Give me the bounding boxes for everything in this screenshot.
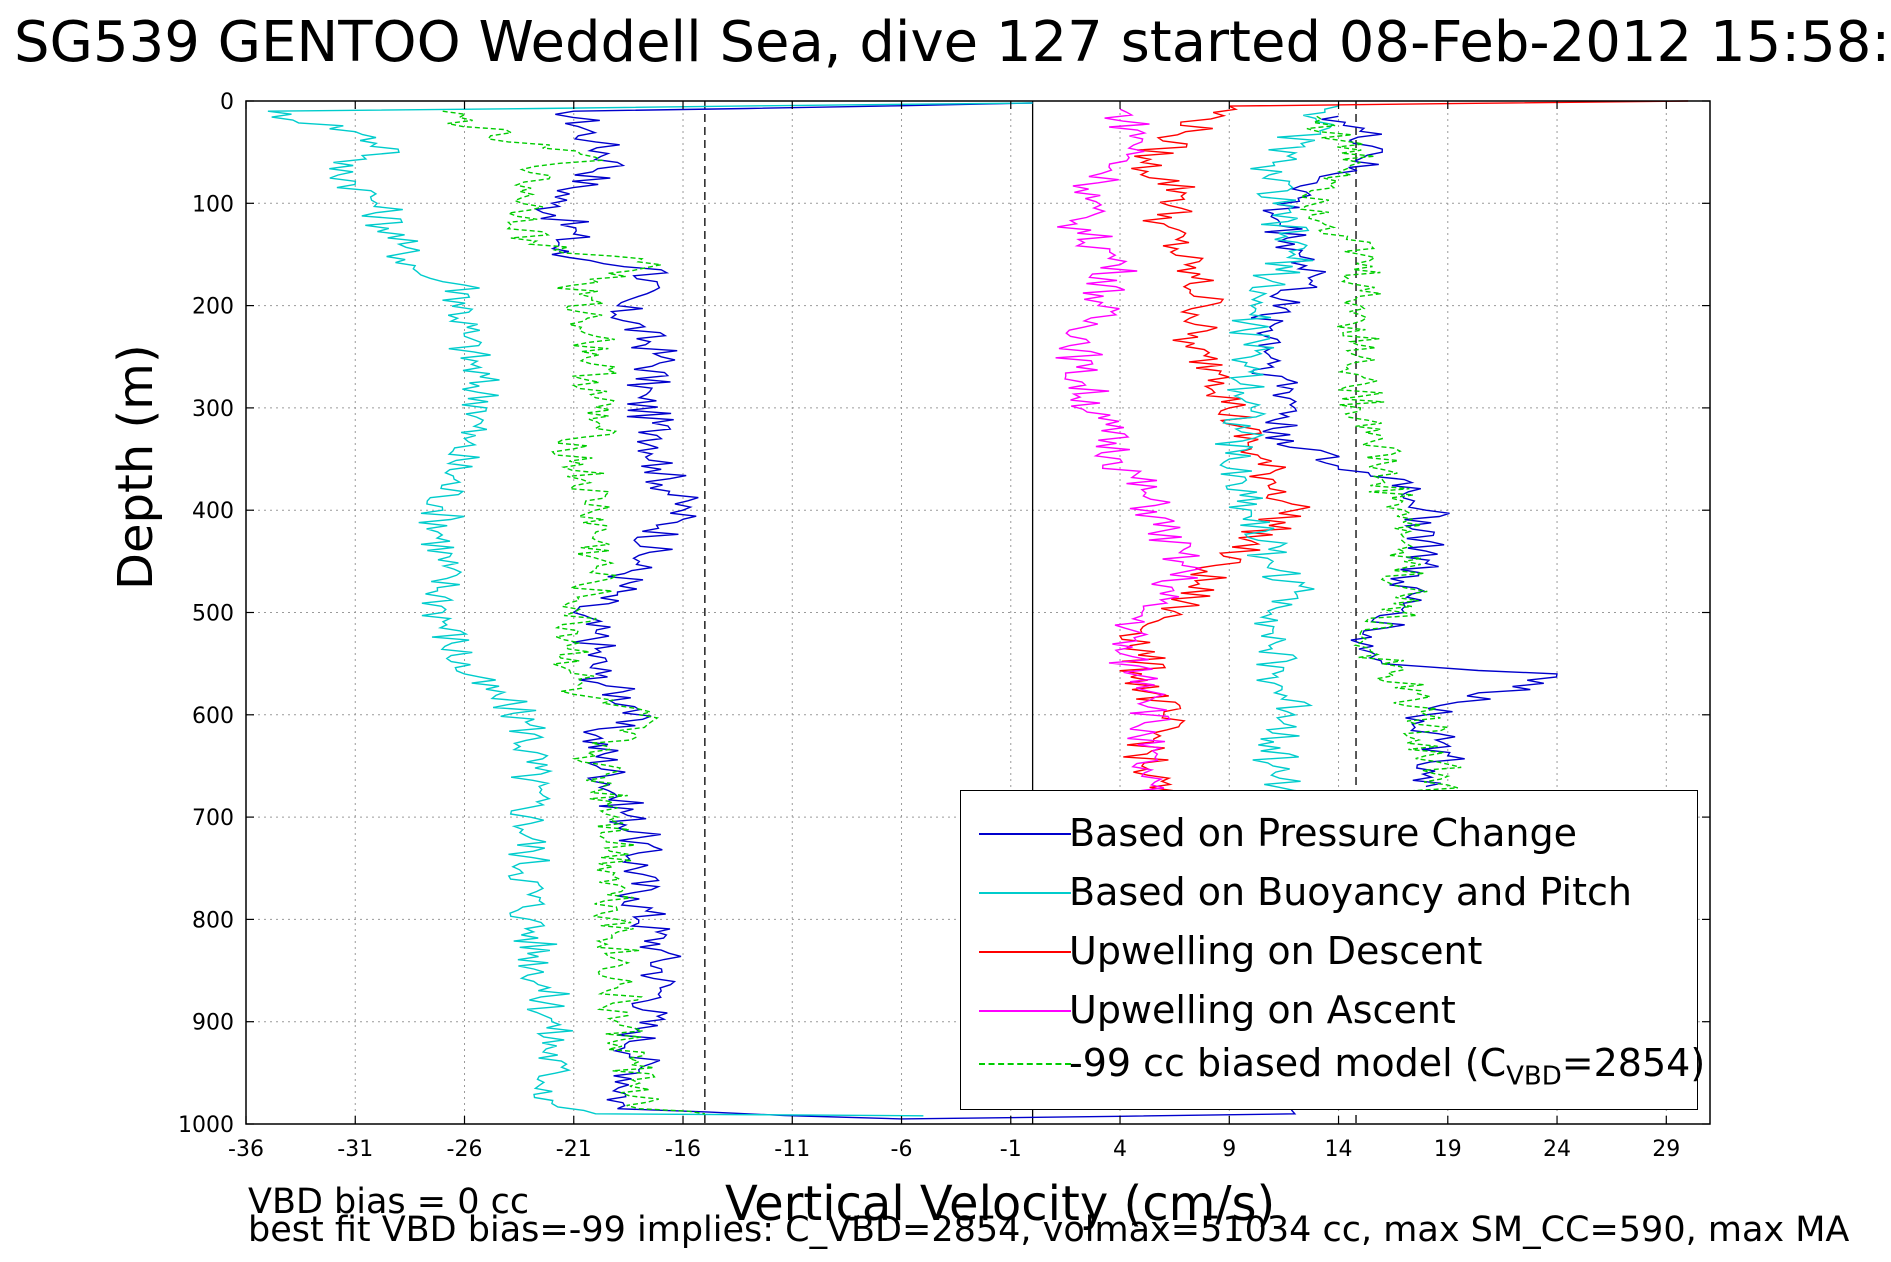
legend-label-biased-model: -99 cc biased model (CVBD=2854) — [1069, 1041, 1706, 1092]
y-axis-label: Depth (m) — [108, 344, 164, 590]
series-line-99-cc-biased-model-c-vbd-2854 — [442, 110, 706, 1115]
y-tick-label: 0 — [220, 90, 234, 115]
legend-label-upwelling-ascent: Upwelling on Ascent — [1069, 988, 1456, 1032]
y-tick-label: 400 — [192, 499, 234, 524]
series-line-unnamed-5 — [1250, 115, 1558, 788]
legend-label-pressure: Based on Pressure Change — [1069, 811, 1577, 855]
x-tick-label: 4 — [1113, 1137, 1127, 1162]
x-tick-label: 24 — [1543, 1137, 1571, 1162]
y-tick-label: 300 — [192, 397, 234, 422]
legend-swatch-upwelling-descent — [979, 951, 1071, 953]
legend-label-upwelling-descent: Upwelling on Descent — [1069, 929, 1483, 973]
y-tick-label: 200 — [192, 295, 234, 320]
y-tick-label: 1000 — [178, 1113, 234, 1138]
legend-item-upwelling-ascent: Upwelling on Ascent — [961, 982, 1697, 1040]
x-tick-label: -1 — [1000, 1137, 1022, 1162]
legend-item-pressure: Based on Pressure Change — [961, 805, 1697, 863]
x-tick-label: -6 — [891, 1137, 913, 1162]
x-tick-label: 9 — [1222, 1137, 1236, 1162]
chart-title: SG539 GENTOO Weddell Sea, dive 127 start… — [14, 10, 1891, 75]
series-line-based-on-buoyancy-and-pitch — [267, 102, 1033, 1117]
series-line-upwelling-on-descent — [1118, 100, 1689, 798]
x-tick-label: 14 — [1325, 1137, 1353, 1162]
x-tick-label: -16 — [665, 1137, 701, 1162]
legend: Based on Pressure Change Based on Buoyan… — [960, 790, 1705, 1110]
series-line-unnamed-6 — [1215, 105, 1339, 798]
legend-label-buoyancy: Based on Buoyancy and Pitch — [1069, 870, 1632, 914]
legend-item-biased-model: -99 cc biased model (CVBD=2854) — [961, 1035, 1705, 1093]
y-tick-label: 100 — [192, 192, 234, 217]
plot-frame — [245, 100, 1711, 1125]
x-tick-label: -21 — [556, 1137, 592, 1162]
legend-swatch-buoyancy — [979, 892, 1071, 894]
y-tick-label: 500 — [192, 602, 234, 627]
legend-item-buoyancy: Based on Buoyancy and Pitch — [961, 864, 1697, 922]
x-tick-label: -31 — [337, 1137, 373, 1162]
footer-vbd-bias: VBD bias = 0 cc — [248, 1182, 530, 1222]
series-line-upwelling-on-ascent — [1055, 108, 1202, 798]
series-line-based-on-pressure-change — [533, 102, 1297, 1120]
x-axis-label: Vertical Velocity (cm/s) — [725, 1176, 1276, 1232]
legend-swatch-upwelling-ascent — [979, 1010, 1071, 1012]
y-tick-label: 700 — [192, 806, 234, 831]
footer-best-fit: best fit VBD bias=-99 implies: C_VBD=285… — [248, 1210, 1850, 1250]
x-tick-label: -11 — [774, 1137, 810, 1162]
x-tick-label: 29 — [1652, 1137, 1680, 1162]
legend-swatch-pressure — [979, 833, 1071, 835]
y-tick-label: 900 — [192, 1011, 234, 1036]
y-tick-label: 800 — [192, 908, 234, 933]
legend-item-upwelling-descent: Upwelling on Descent — [961, 923, 1697, 981]
legend-swatch-biased-model — [979, 1063, 1071, 1065]
series-line-unnamed-7 — [1298, 115, 1462, 798]
x-tick-label: -36 — [228, 1137, 264, 1162]
x-tick-label: 19 — [1434, 1137, 1462, 1162]
x-tick-label: -26 — [447, 1137, 483, 1162]
y-tick-label: 600 — [192, 704, 234, 729]
